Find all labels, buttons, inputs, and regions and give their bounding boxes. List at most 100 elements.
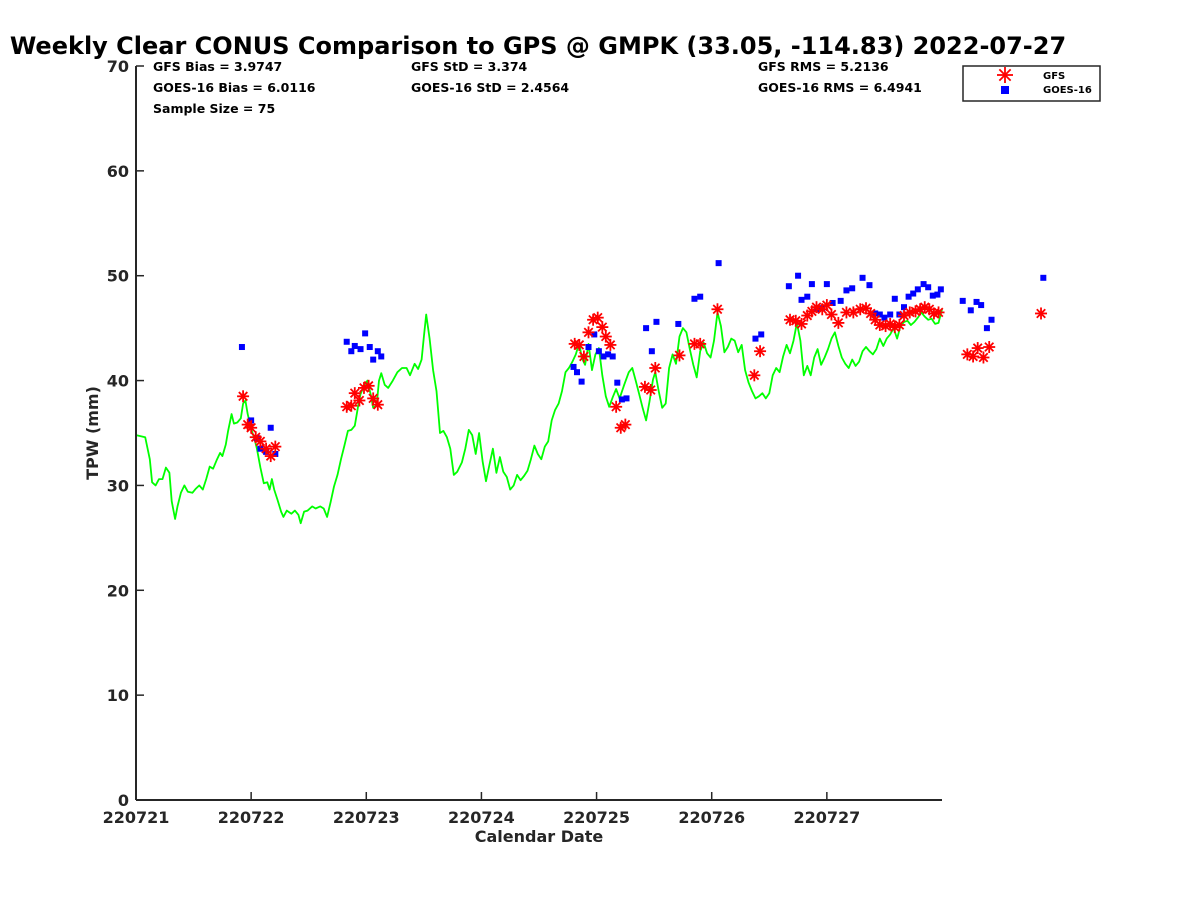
goes16-point: [600, 353, 607, 360]
goes16-point: [808, 281, 815, 288]
gfs-point: [932, 306, 945, 319]
goes16-point: [795, 272, 802, 279]
x-tick-label: 220727: [793, 808, 860, 827]
goes16-point: [876, 311, 883, 318]
goes16-point: [983, 325, 990, 332]
goes16-point: [925, 284, 932, 291]
sample-size-stat: Sample Size = 75: [153, 101, 275, 116]
goes16-point: [609, 353, 616, 360]
goes16-point: [959, 297, 966, 304]
goes16-point: [573, 369, 580, 376]
goes16-point: [887, 311, 894, 318]
plot-area: [135, 260, 1048, 525]
goes16-point: [623, 395, 630, 402]
y-axis-ticks: 0 10 20 30 40 50 60 70: [107, 57, 144, 810]
goes16-point: [267, 424, 274, 431]
gfs-point: [673, 349, 686, 362]
y-tick-label: 70: [107, 57, 129, 76]
goes16-point: [937, 286, 944, 293]
y-tick-label: 50: [107, 267, 129, 286]
goes16-point: [585, 344, 592, 351]
goes-bias-stat: GOES-16 Bias = 6.0116: [153, 80, 316, 95]
gfs-point: [345, 399, 358, 412]
goes16-point: [798, 296, 805, 303]
goes16-point: [905, 293, 912, 300]
gfs-point: [577, 350, 590, 363]
goes16-point: [614, 379, 621, 386]
chart-title: Weekly Clear CONUS Comparison to GPS @ G…: [10, 32, 1066, 60]
goes16-point: [578, 378, 585, 385]
legend-goes-square: [1001, 86, 1009, 94]
goes16-point: [866, 282, 873, 289]
gfs-point: [983, 341, 996, 354]
goes16-point: [351, 342, 358, 349]
y-tick-label: 0: [118, 791, 129, 810]
gfs-point: [237, 390, 250, 403]
gfs-point: [371, 398, 384, 411]
goes16-point: [910, 290, 917, 297]
gfs-rms-stat: GFS RMS = 5.2136: [758, 59, 889, 74]
goes16-point: [914, 286, 921, 293]
gfs-point: [748, 369, 761, 382]
goes16-point: [653, 318, 660, 325]
gfs-point: [795, 317, 808, 330]
legend-goes-label: GOES-16: [1043, 85, 1092, 96]
goes16-point: [591, 331, 598, 338]
gfs-point: [582, 326, 595, 339]
goes16-point: [929, 292, 936, 299]
x-axis-label: Calendar Date: [475, 827, 604, 846]
gfs-point: [269, 440, 282, 453]
y-tick-label: 10: [107, 686, 129, 705]
gfs-point: [977, 351, 990, 364]
gfs-point: [644, 384, 657, 397]
goes16-point: [238, 344, 245, 351]
gfs-std-stat: GFS StD = 3.374: [411, 59, 528, 74]
gfs-point: [264, 450, 277, 463]
gfs-point: [254, 435, 267, 448]
gfs-point: [604, 338, 617, 351]
x-tick-label: 220721: [103, 808, 170, 827]
y-tick-label: 60: [107, 162, 129, 181]
goes16-point: [618, 396, 625, 403]
y-tick-label: 20: [107, 581, 129, 600]
gfs-point: [649, 361, 662, 374]
gfs-point: [599, 330, 612, 343]
legend-goes-marker: [1001, 86, 1009, 94]
x-tick-label: 220725: [563, 808, 630, 827]
gfs-point: [573, 338, 586, 351]
goes16-point: [967, 307, 974, 314]
gfs-point: [754, 345, 767, 358]
goes16-point: [901, 304, 908, 311]
gfs-point: [619, 418, 632, 431]
gps-tpw-line: [135, 309, 943, 525]
stats-annotations: GFS Bias = 3.9747 GOES-16 Bias = 6.0116 …: [153, 59, 922, 116]
goes-rms-stat: GOES-16 RMS = 6.4941: [758, 80, 922, 95]
y-tick-label: 30: [107, 476, 129, 495]
gfs-point: [694, 337, 707, 350]
goes16-point: [366, 344, 373, 351]
goes16-point: [891, 295, 898, 302]
goes16-point: [988, 316, 995, 323]
goes16-point: [648, 348, 655, 355]
gfs-point: [711, 303, 724, 316]
legend-gfs-marker: [997, 67, 1013, 83]
goes16-point: [595, 348, 602, 355]
goes16-point: [823, 281, 830, 288]
gfs-point: [918, 301, 931, 314]
goes16-point: [785, 283, 792, 290]
gfs-point: [820, 299, 833, 312]
x-tick-label: 220723: [333, 808, 400, 827]
y-axis-label: TPW (mm): [83, 386, 102, 480]
goes16-point: [837, 297, 844, 304]
goes16-point: [643, 325, 650, 332]
goes16-point: [920, 281, 927, 288]
goes16-point: [849, 285, 856, 292]
goes16-point: [934, 291, 941, 298]
goes16-point: [752, 335, 759, 342]
goes16-point: [378, 353, 385, 360]
gfs-point: [596, 321, 609, 334]
x-tick-label: 220722: [218, 808, 285, 827]
goes-std-stat: GOES-16 StD = 2.4564: [411, 80, 569, 95]
gfs-point: [245, 421, 258, 434]
